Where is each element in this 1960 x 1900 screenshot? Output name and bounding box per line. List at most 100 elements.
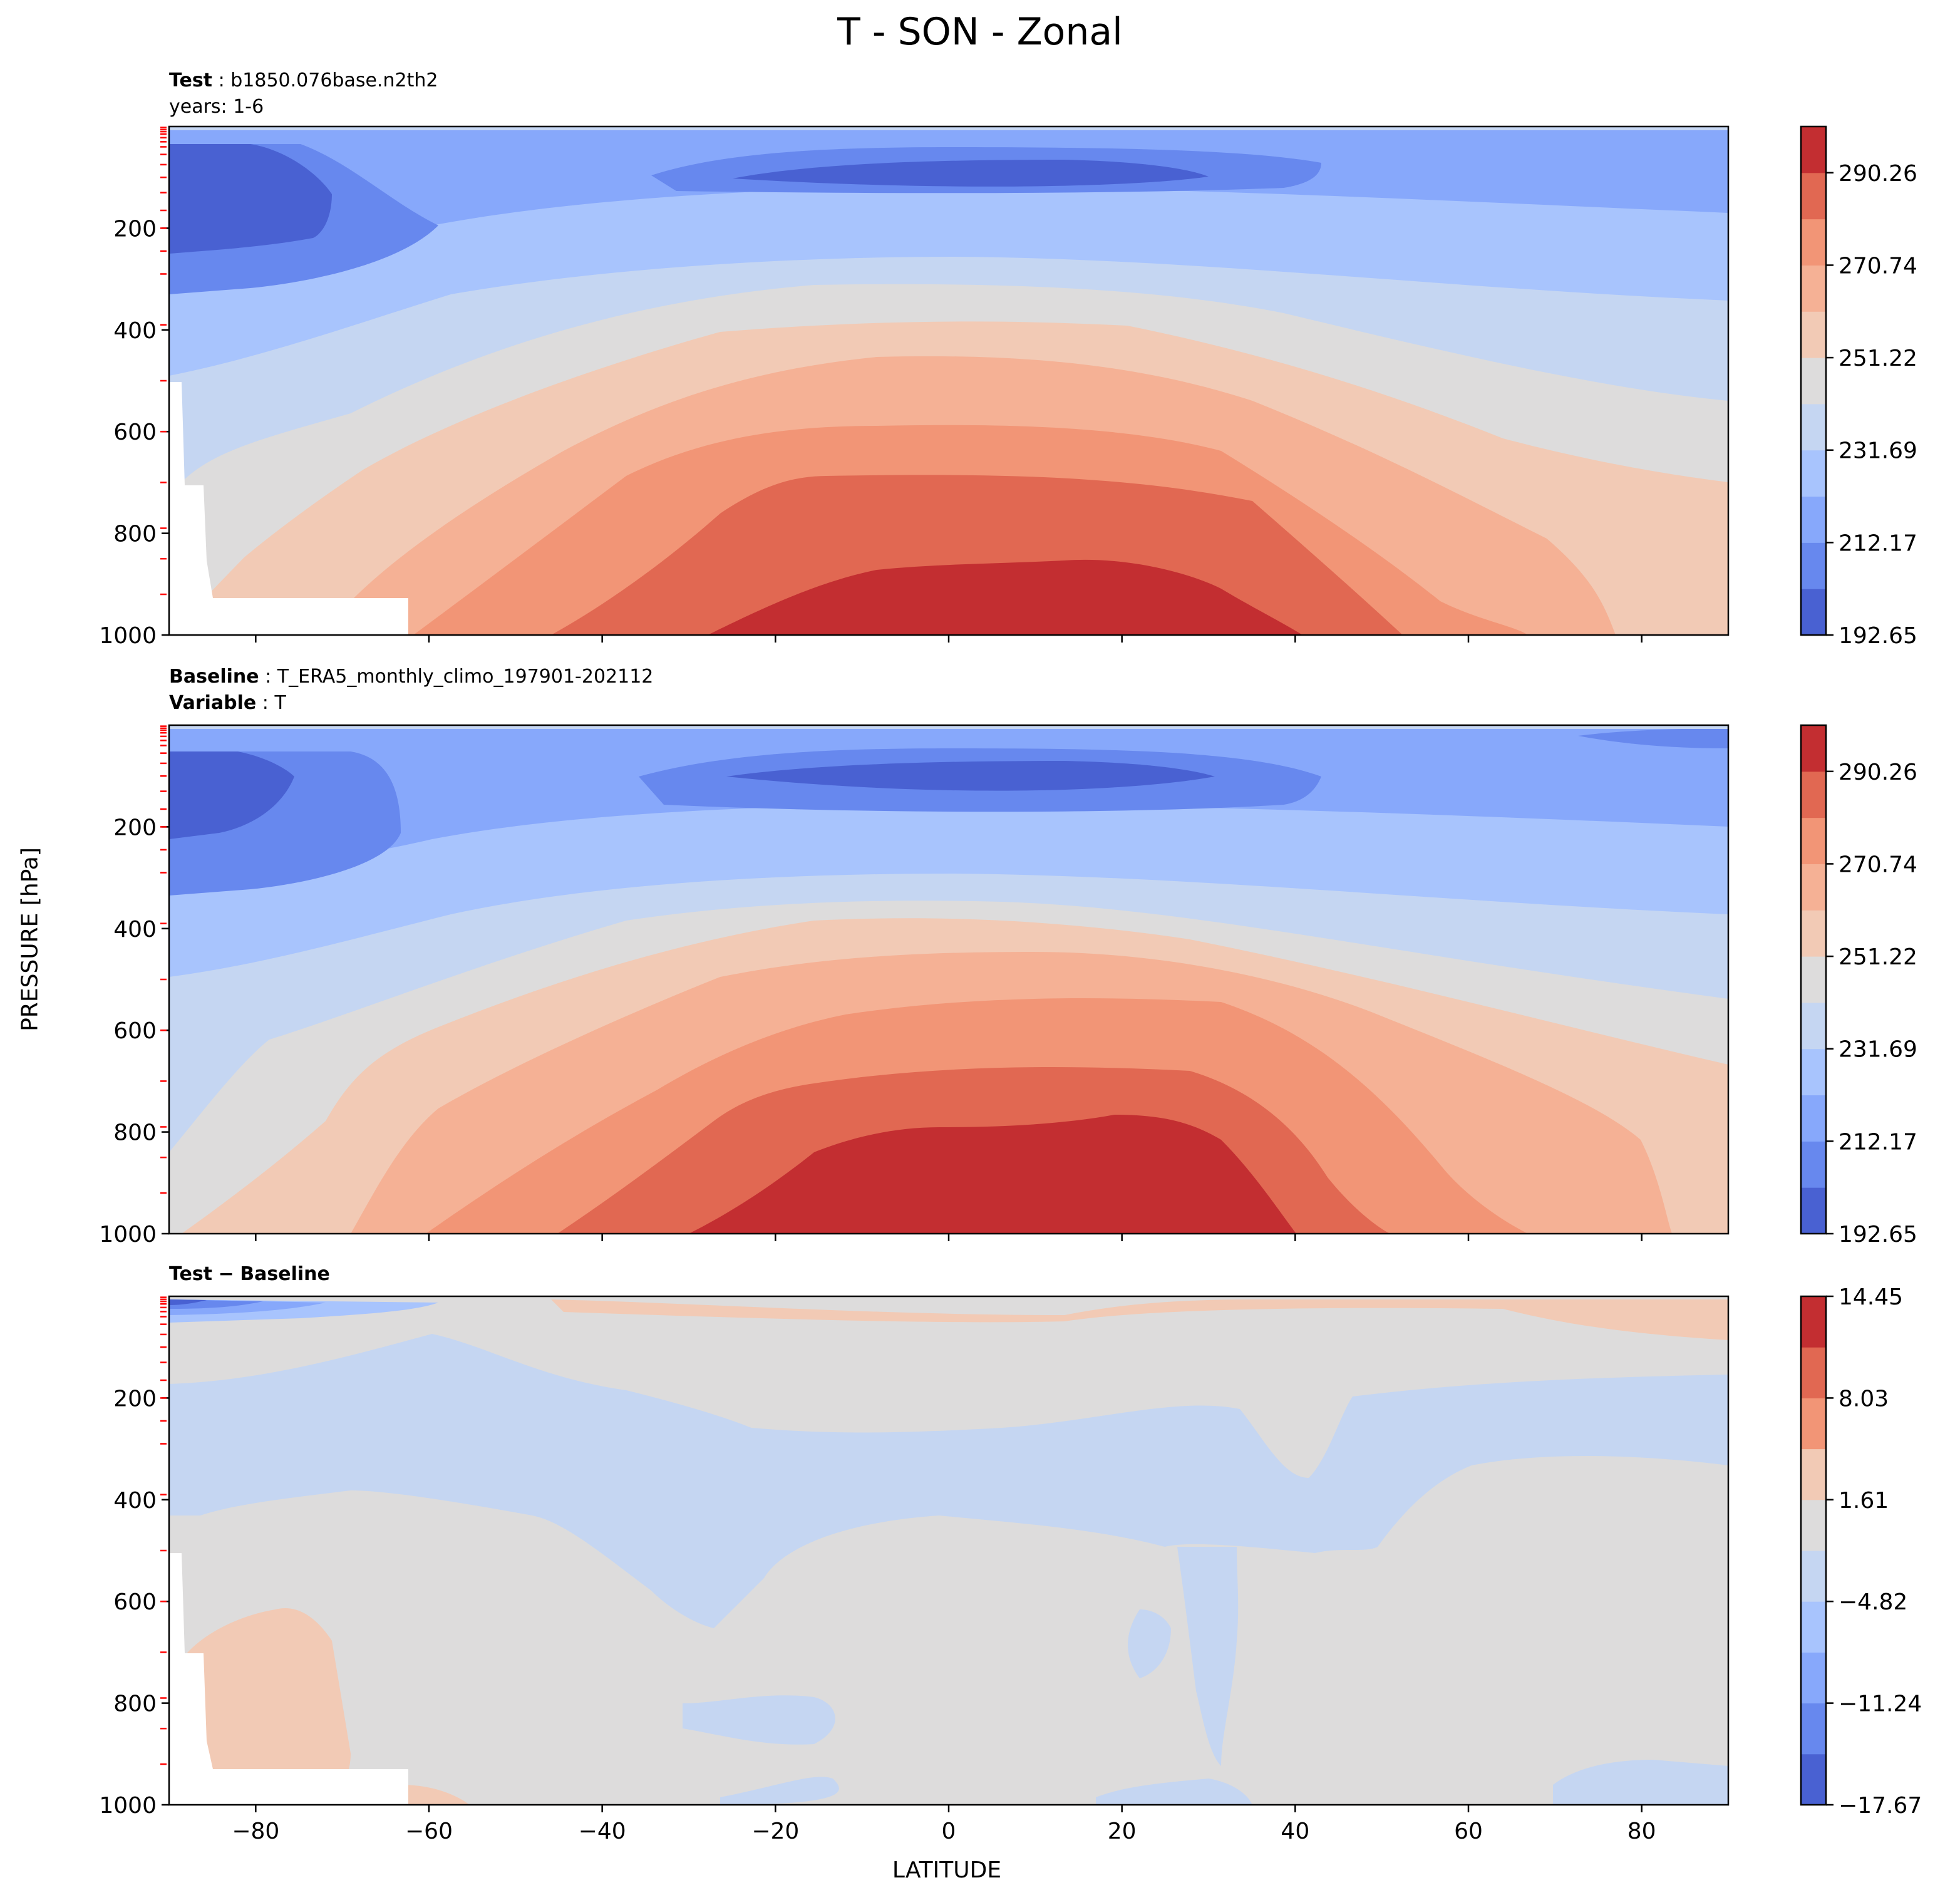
colorbar-swatch: [1801, 1095, 1826, 1142]
colorbar-frame: [1800, 1295, 1827, 1806]
colorbar-swatch: [1801, 1499, 1826, 1551]
colorbar-tick-label: 192.65: [1839, 623, 1917, 649]
colorbar-tick-label: −17.67: [1839, 1793, 1922, 1819]
x-axis-label: LATITUDE: [892, 1857, 1002, 1883]
test-label: Test: [169, 70, 213, 91]
y-tick-label: 800: [113, 1691, 157, 1717]
test-sep: :: [218, 70, 225, 91]
x-tick-label: −60: [405, 1819, 453, 1844]
x-tick-label: −20: [751, 1819, 799, 1844]
colorbar-swatch: [1801, 542, 1826, 589]
y-tick-label: 400: [113, 917, 157, 942]
x-tick-label: −40: [579, 1819, 626, 1844]
colorbar-swatch: [1801, 910, 1826, 957]
colorbar-tick-label: 270.74: [1839, 253, 1917, 279]
test-band-300: [708, 559, 1302, 635]
diff-minus: −: [218, 1263, 234, 1285]
colorbar-swatch: [1801, 956, 1826, 1003]
colorbar-swatch: [1801, 403, 1826, 451]
baseline-name: T_ERA5_monthly_climo_197901-202112: [277, 666, 654, 688]
colorbar-swatch: [1801, 771, 1826, 818]
diff-contour-field: [169, 1296, 1728, 1805]
y-tick-label: 800: [113, 522, 157, 547]
colorbar-frame: [1800, 724, 1827, 1235]
x-tick-label: −80: [232, 1819, 279, 1844]
colorbar-swatch: [1801, 1448, 1826, 1500]
colorbar-swatch: [1801, 1601, 1826, 1653]
colorbar-swatch: [1801, 1048, 1826, 1096]
y-tick-label: 600: [113, 420, 157, 445]
colorbar-tick-label: 290.26: [1839, 760, 1917, 785]
x-tick-label: 20: [1108, 1819, 1137, 1844]
colorbar-swatch: [1801, 450, 1826, 497]
variable-sep: :: [262, 692, 269, 714]
colorbar-tick-label: 251.22: [1839, 944, 1917, 970]
colorbar-swatch: [1801, 1002, 1826, 1050]
y-tick-label: 400: [113, 318, 157, 344]
colorbar-swatch: [1801, 265, 1826, 312]
test-terrain-mask: [169, 382, 408, 635]
colorbar-swatch: [1801, 358, 1826, 405]
y-axis-label: PRESSURE [hPa]: [17, 847, 43, 1031]
diff-label-b: Baseline: [240, 1263, 330, 1285]
figure-title: T - SON - Zonal: [837, 10, 1123, 54]
y-tick-label: 600: [113, 1018, 157, 1044]
colorbar-tick-label: 8.03: [1839, 1386, 1889, 1412]
colorbar-tick-label: 270.74: [1839, 852, 1917, 877]
diff-colorbar: −17.67 −11.24 −4.82 1.61 8.03 14.45: [1800, 1284, 1922, 1819]
colorbar-swatch: [1801, 311, 1826, 358]
colorbar-swatch: [1801, 126, 1826, 173]
colorbar-tick-label: 192.65: [1839, 1222, 1917, 1247]
test-band-202-polar: [169, 144, 332, 254]
colorbar-swatch: [1801, 1753, 1826, 1805]
y-tick-label: 1000: [99, 623, 157, 649]
colorbar-tick-label: 14.45: [1839, 1284, 1903, 1310]
colorbar-tick-label: −4.82: [1839, 1589, 1907, 1615]
colorbar-swatch: [1801, 1296, 1826, 1348]
colorbar-tick-label: 212.17: [1839, 530, 1917, 556]
y-tick-label: 200: [113, 815, 157, 840]
test-colorbar: 192.65 212.17 231.69 251.22 270.74 290.26: [1800, 125, 1917, 649]
colorbar-swatch: [1801, 1703, 1826, 1755]
colorbar-swatch: [1801, 1398, 1826, 1450]
test-contour-field: [169, 126, 1728, 635]
colorbar-swatch: [1801, 172, 1826, 220]
diff-panel-title: Test − Baseline: [169, 1261, 330, 1288]
colorbar-swatch: [1801, 219, 1826, 266]
baseline-sep: :: [265, 666, 272, 688]
colorbar-swatch: [1801, 1347, 1826, 1398]
test-years: years: 1-6: [169, 96, 264, 118]
test-band-202-upper: [733, 160, 1209, 187]
colorbar-tick-label: 212.17: [1839, 1129, 1917, 1155]
baseline-panel-title: Baseline : T_ERA5_monthly_climo_197901-2…: [169, 664, 653, 716]
x-tick-label: 60: [1454, 1819, 1483, 1844]
test-name: b1850.076base.n2th2: [230, 70, 438, 91]
variable-label: Variable: [169, 692, 257, 714]
variable-name: T: [274, 692, 286, 714]
y-tick-label: 1000: [99, 1793, 157, 1819]
baseline-colorbar: 192.65 212.17 231.69 251.22 270.74 290.26: [1800, 724, 1917, 1247]
y-tick-label: 800: [113, 1120, 157, 1146]
colorbar-swatch: [1801, 725, 1826, 772]
colorbar-swatch: [1801, 589, 1826, 636]
colorbar-tick-label: −11.24: [1839, 1691, 1922, 1717]
y-tick-label: 200: [113, 216, 157, 242]
colorbar-frame: [1800, 125, 1827, 636]
y-tick-label: 400: [113, 1488, 157, 1514]
y-tick-label: 200: [113, 1386, 157, 1412]
colorbar-tick-label: 231.69: [1839, 1037, 1917, 1063]
baseline-contour-field: [169, 725, 1728, 1234]
colorbar-tick-label: 290.26: [1839, 161, 1917, 187]
colorbar-swatch: [1801, 817, 1826, 864]
y-tick-label: 600: [113, 1589, 157, 1615]
test-panel-title: Test : b1850.076base.n2th2 years: 1-6: [169, 68, 438, 120]
colorbar-swatch: [1801, 1187, 1826, 1234]
colorbar-swatch: [1801, 1652, 1826, 1704]
diff-label-a: Test: [169, 1263, 213, 1285]
axes-ticks: 2004006008001000200400600800100020040060…: [99, 126, 1656, 1844]
colorbar-tick-label: 231.69: [1839, 438, 1917, 464]
x-tick-label: 0: [942, 1819, 956, 1844]
y-tick-label: 1000: [99, 1222, 157, 1247]
baseline-label: Baseline: [169, 666, 259, 688]
